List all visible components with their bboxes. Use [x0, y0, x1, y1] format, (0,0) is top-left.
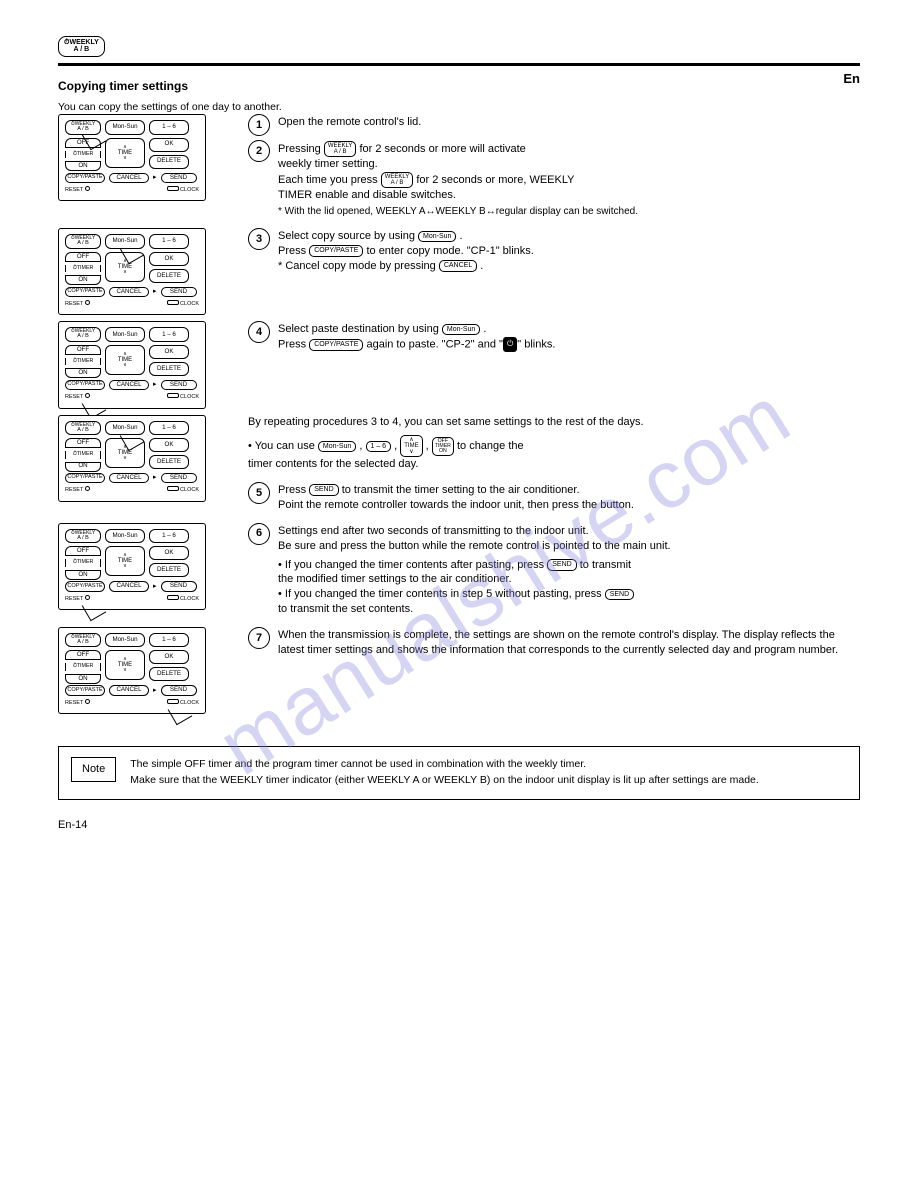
- remote-illustration: ⏱WEEKLY A / B Mon-Sun 1 – 6 OFF ⏱TIMER O…: [58, 228, 206, 315]
- lang-indicator: En: [843, 70, 860, 112]
- section-title: Copying timer settings: [58, 78, 843, 94]
- page-number: En-14: [58, 818, 860, 833]
- remote-illustration: ⏱WEEKLY A / B Mon-Sun 1 – 6 OFF ⏱TIMER O…: [58, 321, 206, 408]
- header-mode-label: ⏱WEEKLY A / B: [58, 36, 860, 57]
- remote-illustration: ⏱WEEKLY A / B Mon-Sun 1 – 6 OFF ⏱TIMER O…: [58, 415, 206, 502]
- note-label: Note: [71, 757, 116, 782]
- remote-illustration: ⏱WEEKLY A / B Mon-Sun 1 – 6 OFF ⏱TIMER O…: [58, 627, 206, 714]
- divider: [58, 63, 860, 66]
- section-subtitle: You can copy the settings of one day to …: [58, 100, 843, 114]
- remote-illustration: ⏱WEEKLY A / B Mon-Sun 1 – 6 OFF ⏱TIMER O…: [58, 523, 206, 610]
- remote-illustration: ⏱WEEKLY A / B Mon-Sun 1 – 6 OFF ⏱TIMER O…: [58, 114, 206, 201]
- note-body: The simple OFF timer and the program tim…: [130, 757, 847, 789]
- note-box: Note The simple OFF timer and the progra…: [58, 746, 860, 800]
